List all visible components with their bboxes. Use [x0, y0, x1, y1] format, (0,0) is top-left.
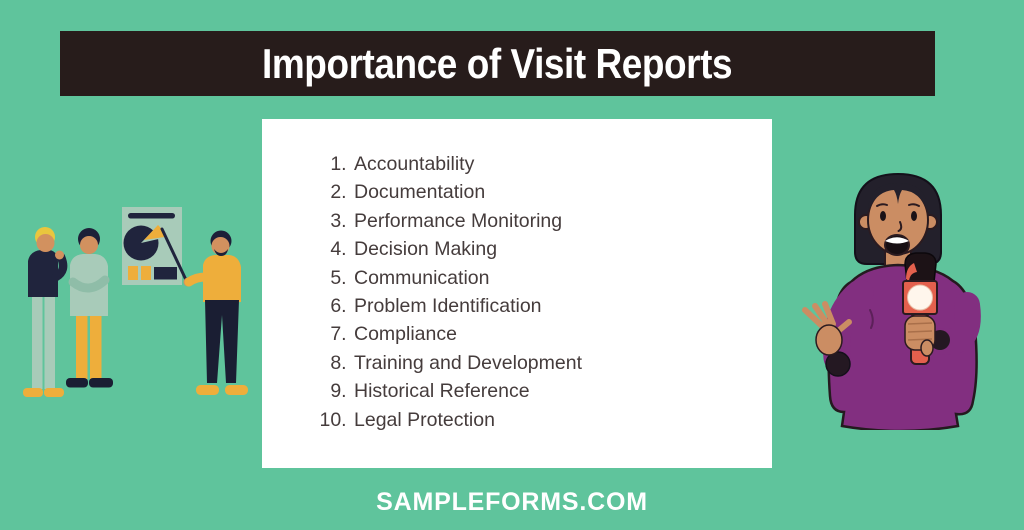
list-item: Performance Monitoring	[352, 207, 772, 235]
person-arms-crossed-graphic	[66, 228, 113, 388]
content-card: AccountabilityDocumentationPerformance M…	[262, 119, 772, 468]
list-item: Historical Reference	[352, 377, 772, 405]
list-item: Training and Development	[352, 349, 772, 377]
list-item: Decision Making	[352, 235, 772, 263]
page-title: Importance of Visit Reports	[262, 39, 733, 87]
footer-brand: SAMPLEFORMS.COM	[376, 488, 648, 516]
person-presenter-graphic	[183, 230, 248, 395]
reporter-graphic	[802, 172, 981, 430]
list-item: Communication	[352, 264, 772, 292]
importance-list: AccountabilityDocumentationPerformance M…	[262, 119, 772, 434]
header-bar: Importance of Visit Reports	[60, 31, 935, 96]
person-thinking-graphic	[23, 227, 68, 397]
list-item: Problem Identification	[352, 292, 772, 320]
pie-chart-poster-graphic	[122, 207, 189, 285]
presentation-team-illustration	[23, 207, 248, 397]
list-item: Documentation	[352, 178, 772, 206]
reporter-illustration	[802, 172, 981, 430]
list-item: Compliance	[352, 320, 772, 348]
list-item: Accountability	[352, 150, 772, 178]
list-item: Legal Protection	[352, 406, 772, 434]
